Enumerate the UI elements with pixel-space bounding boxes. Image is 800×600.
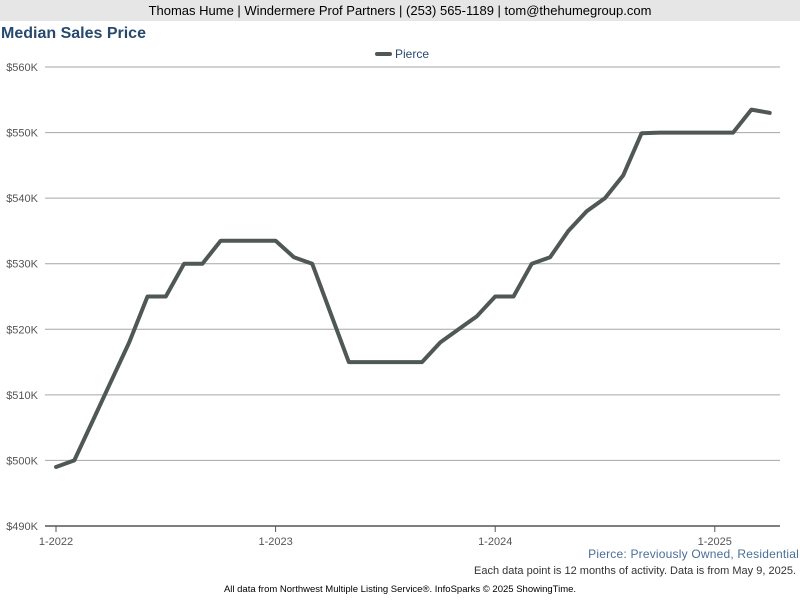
y-tick-label: $500K [6,455,38,467]
series-line-pierce [54,107,772,469]
data-note: Each data point is 12 months of activity… [473,565,796,577]
series-description: Pierce: Previously Owned, Residential [588,547,799,561]
legend-label: Pierce [395,47,429,61]
chart-title: Median Sales Price [1,25,146,42]
y-tick-label: $530K [6,259,38,271]
x-tick-label: 1-2022 [39,536,73,548]
y-tick-label: $490K [6,521,38,533]
x-tick-label: 1-2023 [258,536,292,548]
x-tick-label: 1-2025 [698,536,732,548]
y-tick-label: $560K [6,62,38,74]
data-source: All data from Northwest Multiple Listing… [223,584,577,595]
x-tick-label: 1-2024 [478,536,512,548]
y-tick-label: $550K [6,128,38,140]
contact-banner: Thomas Hume | Windermere Prof Partners |… [0,0,800,21]
y-tick-label: $540K [6,193,38,205]
y-tick-label: $520K [6,324,38,336]
y-tick-label: $510K [6,390,38,402]
